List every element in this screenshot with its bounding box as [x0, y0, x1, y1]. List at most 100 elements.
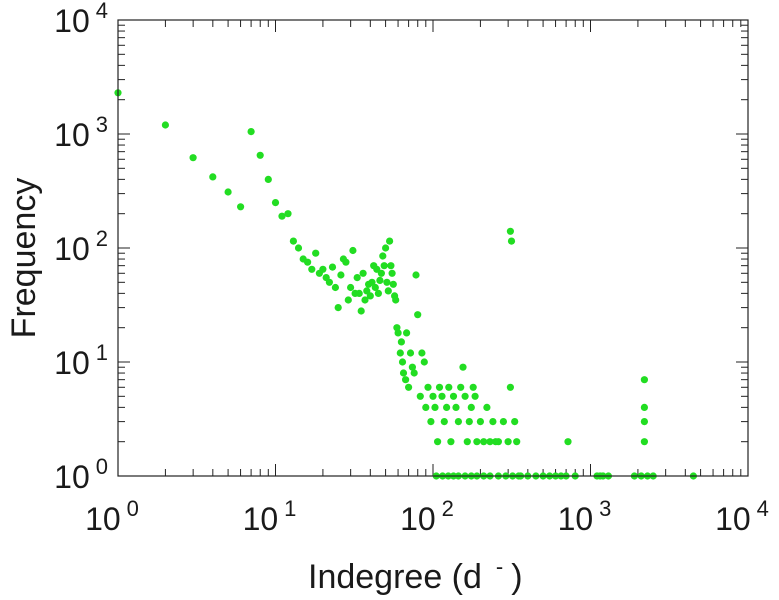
data-point	[476, 418, 484, 426]
data-point	[384, 287, 392, 295]
y-tick-label: 10 0	[54, 454, 108, 495]
data-point	[325, 278, 333, 286]
tick-label-base: 10	[54, 345, 90, 381]
data-point	[328, 263, 337, 271]
x-tick-label: 10 3	[558, 496, 612, 537]
data-point	[256, 151, 264, 159]
data-point	[342, 258, 350, 266]
data-point	[471, 392, 479, 400]
data-point	[640, 418, 649, 426]
data-point	[506, 227, 514, 235]
data-point	[387, 262, 395, 270]
data-point	[405, 383, 413, 391]
tick-label-exponent: 3	[599, 496, 611, 521]
tick-label-exponent: 2	[96, 226, 108, 251]
y-tick-label: 10 1	[54, 340, 108, 381]
data-point	[374, 289, 382, 297]
tick-label-exponent: 0	[96, 454, 108, 479]
data-point	[382, 244, 390, 252]
data-point	[494, 438, 502, 446]
data-point	[452, 403, 460, 411]
data-point	[408, 363, 416, 371]
data-point	[264, 175, 272, 183]
tick-label-base: 10	[54, 3, 90, 39]
data-point	[467, 403, 475, 411]
data-point	[507, 237, 516, 245]
data-point	[399, 369, 408, 377]
y-tick-label: 10 3	[54, 112, 108, 153]
data-point	[483, 403, 491, 411]
tick-label-base: 10	[54, 117, 90, 153]
data-point	[447, 438, 455, 446]
data-point	[440, 418, 448, 426]
data-point	[337, 271, 345, 279]
data-point	[469, 383, 477, 391]
tick-label-exponent: 4	[96, 0, 108, 23]
data-point	[349, 246, 357, 255]
data-point	[473, 438, 481, 446]
data-point	[294, 244, 303, 252]
data-point	[376, 276, 384, 284]
data-point	[429, 392, 437, 400]
data-point	[383, 278, 391, 286]
tick-label-base: 10	[54, 231, 90, 267]
data-point	[353, 274, 361, 282]
x-tick-label: 10 2	[400, 496, 454, 537]
tick-label-base: 10	[243, 501, 279, 537]
data-point	[416, 392, 424, 400]
tick-label-exponent: 2	[442, 496, 454, 521]
data-point	[357, 307, 365, 315]
data-point	[347, 283, 355, 292]
data-point	[355, 289, 363, 297]
data-point	[334, 304, 342, 312]
data-point	[506, 383, 514, 391]
data-point	[640, 403, 649, 411]
data-point	[457, 383, 465, 391]
data-point	[304, 258, 312, 266]
data-point	[398, 358, 407, 366]
data-point	[449, 392, 458, 400]
data-point	[402, 376, 410, 384]
y-axis-label: Frequency	[5, 178, 43, 339]
data-point	[344, 296, 352, 304]
data-point	[461, 392, 469, 400]
data-point	[513, 438, 521, 446]
data-point	[435, 383, 444, 391]
data-point	[511, 418, 519, 426]
data-point	[499, 418, 507, 426]
data-point	[412, 271, 420, 279]
data-point	[289, 237, 297, 245]
data-point	[392, 296, 400, 304]
data-point	[465, 418, 473, 426]
tick-label-exponent: 1	[96, 340, 108, 365]
x-axis-label-superscript: -	[496, 554, 503, 579]
y-tick-label: 10 4	[54, 0, 108, 39]
data-point	[459, 363, 467, 371]
data-point	[434, 438, 442, 446]
data-point	[278, 212, 286, 220]
data-point	[368, 278, 376, 286]
data-point	[386, 237, 394, 245]
data-point	[397, 338, 405, 346]
data-point	[445, 383, 453, 391]
data-point	[308, 265, 316, 273]
data-point	[388, 269, 396, 277]
y-tick-label: 10 2	[54, 226, 108, 267]
x-tick-label: 10 1	[243, 496, 297, 537]
data-point	[489, 418, 497, 426]
data-point	[312, 249, 320, 257]
data-point	[224, 188, 232, 196]
x-axis-label-suffix: )	[511, 558, 522, 596]
data-point	[379, 252, 387, 260]
tick-label-base: 10	[400, 501, 436, 537]
data-point	[284, 210, 292, 218]
data-points	[114, 89, 698, 480]
axis-ticks	[117, 20, 748, 477]
data-point	[640, 376, 649, 384]
x-tick-label: 10 0	[85, 496, 139, 537]
data-point	[161, 121, 169, 129]
data-point	[359, 269, 367, 277]
data-point	[504, 438, 512, 446]
data-point	[331, 283, 339, 292]
